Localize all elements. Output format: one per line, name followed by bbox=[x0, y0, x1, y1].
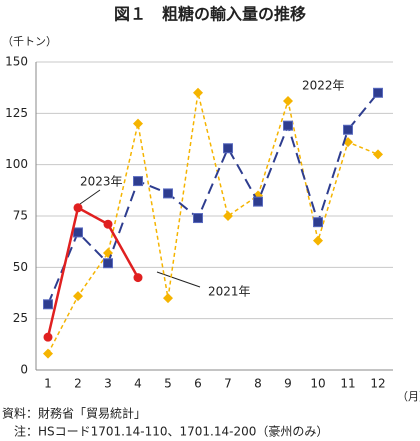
point bbox=[373, 149, 383, 160]
point bbox=[313, 235, 323, 246]
chart-title: 図１ 粗糖の輸入量の推移 bbox=[114, 5, 306, 24]
y-tick-label: 100 bbox=[5, 157, 28, 171]
point bbox=[73, 227, 83, 238]
note: 注：HSコード1701.14-110、1701.14-200（豪州のみ） bbox=[14, 424, 328, 439]
series-line bbox=[47, 92, 379, 305]
leader-line bbox=[156, 271, 201, 288]
series-line bbox=[46, 205, 140, 338]
point bbox=[43, 299, 53, 310]
y-tick-label: 150 bbox=[5, 55, 28, 69]
x-tick-label: 11 bbox=[340, 377, 355, 391]
x-tick-label: 4 bbox=[134, 377, 142, 391]
point bbox=[283, 96, 293, 107]
point bbox=[163, 188, 173, 199]
x-tick-label: 7 bbox=[224, 377, 232, 391]
leader-line bbox=[79, 189, 101, 205]
point bbox=[133, 118, 143, 129]
point bbox=[373, 87, 383, 98]
point bbox=[43, 332, 53, 342]
x-tick-label: 5 bbox=[164, 377, 172, 391]
point bbox=[163, 293, 173, 304]
series-label: 2023年 bbox=[80, 175, 123, 189]
x-tick-label: 1 bbox=[44, 377, 52, 391]
point bbox=[133, 273, 143, 283]
y-unit-label: （千トン） bbox=[2, 35, 57, 48]
x-tick-label: 9 bbox=[284, 377, 292, 391]
point bbox=[223, 211, 233, 221]
point bbox=[103, 219, 113, 229]
point bbox=[193, 213, 203, 224]
series-line bbox=[47, 92, 379, 354]
point bbox=[343, 124, 353, 135]
y-tick-label: 75 bbox=[13, 209, 28, 223]
point bbox=[73, 291, 83, 302]
point bbox=[73, 203, 83, 213]
point bbox=[283, 120, 293, 131]
point bbox=[313, 217, 323, 228]
point bbox=[253, 196, 263, 207]
point bbox=[103, 258, 113, 269]
x-tick-label: 2 bbox=[74, 377, 82, 391]
x-tick-label: 8 bbox=[254, 377, 262, 391]
y-tick-label: 0 bbox=[20, 363, 28, 377]
x-tick-label: 3 bbox=[104, 377, 112, 391]
x-unit-label: （月） bbox=[397, 390, 420, 403]
y-tick-label: 25 bbox=[13, 311, 28, 325]
point bbox=[193, 87, 203, 98]
source-note: 資料：財務省「貿易統計」 bbox=[2, 406, 146, 421]
x-tick-label: 12 bbox=[370, 377, 385, 391]
point bbox=[43, 348, 53, 359]
x-tick-label: 10 bbox=[310, 377, 325, 391]
y-tick-label: 50 bbox=[13, 260, 28, 274]
point bbox=[223, 143, 233, 154]
series-label: 2021年 bbox=[208, 285, 251, 299]
x-tick-label: 6 bbox=[194, 377, 202, 391]
y-tick-label: 125 bbox=[5, 106, 28, 120]
series-label: 2022年 bbox=[302, 79, 345, 93]
point bbox=[133, 176, 143, 187]
